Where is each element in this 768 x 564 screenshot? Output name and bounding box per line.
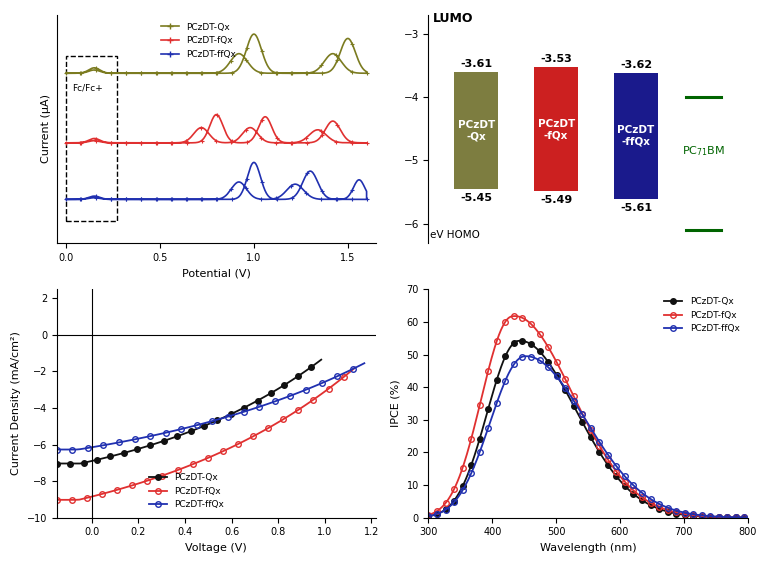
Text: -3.61: -3.61 (460, 59, 492, 69)
Y-axis label: Current Density (mA/cm²): Current Density (mA/cm²) (11, 332, 21, 475)
Legend: PCzDT-Qx, PCzDT-fQx, PCzDT-ffQx: PCzDT-Qx, PCzDT-fQx, PCzDT-ffQx (157, 19, 240, 62)
Text: eV HOMO: eV HOMO (430, 230, 480, 240)
Y-axis label: Current (μA): Current (μA) (41, 94, 51, 163)
Text: Fc/Fc+: Fc/Fc+ (71, 83, 103, 92)
Y-axis label: IPCE (%): IPCE (%) (391, 380, 401, 428)
Text: -3.53: -3.53 (541, 54, 572, 64)
Legend: PCzDT-Qx, PCzDT-fQx, PCzDT-ffQx: PCzDT-Qx, PCzDT-fQx, PCzDT-ffQx (145, 470, 228, 513)
Text: PC$_{71}$BM: PC$_{71}$BM (682, 144, 725, 158)
Text: PCzDT
-ffQx: PCzDT -ffQx (617, 125, 654, 147)
Bar (455, 72, 498, 189)
Bar (614, 73, 658, 199)
Text: LUMO: LUMO (432, 12, 473, 25)
Text: -5.45: -5.45 (460, 193, 492, 203)
Text: PCzDT
-fQx: PCzDT -fQx (538, 118, 574, 140)
Text: -5.49: -5.49 (540, 195, 572, 205)
Text: -3.62: -3.62 (620, 60, 652, 70)
Legend: PCzDT-Qx, PCzDT-fQx, PCzDT-ffQx: PCzDT-Qx, PCzDT-fQx, PCzDT-ffQx (660, 294, 743, 337)
X-axis label: Potential (V): Potential (V) (182, 268, 251, 278)
Text: -5.61: -5.61 (620, 203, 652, 213)
Text: PCzDT
-Qx: PCzDT -Qx (458, 120, 495, 142)
Bar (66, 56, 117, 221)
Bar (535, 67, 578, 192)
X-axis label: Wavelength (nm): Wavelength (nm) (540, 543, 637, 553)
X-axis label: Voltage (V): Voltage (V) (186, 543, 247, 553)
